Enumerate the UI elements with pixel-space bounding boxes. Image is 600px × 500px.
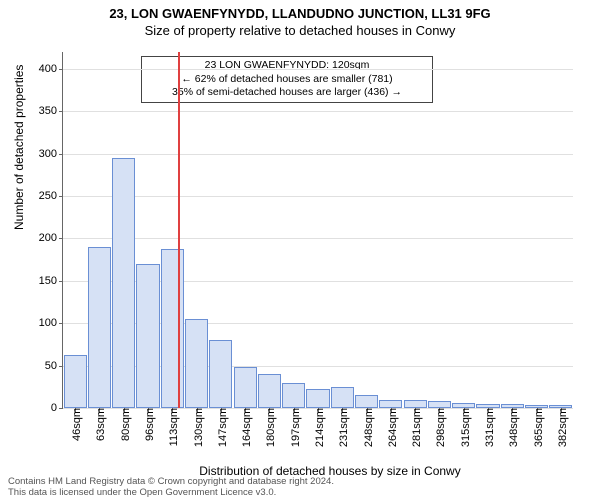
histogram-bar	[209, 340, 232, 408]
info-line-3: 35% of semi-detached houses are larger (…	[148, 86, 426, 100]
info-annotation-box: 23 LON GWAENFYNYDD: 120sqm ← 62% of deta…	[141, 56, 433, 103]
y-tick-label: 250	[39, 190, 63, 202]
histogram-bar	[161, 249, 184, 408]
histogram-bar	[282, 383, 305, 408]
grid-line	[63, 154, 573, 155]
x-tick-label: 331sqm	[480, 408, 496, 447]
grid-line	[63, 238, 573, 239]
chart-container: 23, LON GWAENFYNYDD, LLANDUDNO JUNCTION,…	[0, 0, 600, 500]
x-tick-label: 180sqm	[261, 408, 277, 447]
y-axis-label: Number of detached properties	[12, 65, 26, 230]
histogram-bar	[258, 374, 281, 408]
y-tick-label: 200	[39, 232, 63, 244]
x-tick-label: 348sqm	[504, 408, 520, 447]
histogram-bar	[428, 401, 451, 408]
x-tick-label: 197sqm	[286, 408, 302, 447]
grid-line	[63, 69, 573, 70]
x-tick-label: 80sqm	[116, 408, 132, 441]
chart-title: 23, LON GWAENFYNYDD, LLANDUDNO JUNCTION,…	[0, 0, 600, 21]
x-tick-label: 46sqm	[67, 408, 83, 441]
histogram-bar	[331, 387, 354, 408]
info-line-2: ← 62% of detached houses are smaller (78…	[148, 73, 426, 87]
y-tick-label: 300	[39, 148, 63, 160]
y-tick-label: 0	[51, 402, 63, 414]
histogram-bar	[355, 395, 378, 408]
grid-line	[63, 111, 573, 112]
plot-area: 23 LON GWAENFYNYDD: 120sqm ← 62% of deta…	[62, 52, 573, 409]
histogram-bar	[234, 367, 257, 408]
grid-line	[63, 196, 573, 197]
x-tick-label: 382sqm	[553, 408, 569, 447]
x-tick-label: 214sqm	[310, 408, 326, 447]
y-tick-label: 350	[39, 105, 63, 117]
info-line-1: 23 LON GWAENFYNYDD: 120sqm	[148, 59, 426, 73]
x-tick-label: 231sqm	[334, 408, 350, 447]
histogram-bar	[136, 264, 159, 408]
x-tick-label: 164sqm	[237, 408, 253, 447]
x-tick-label: 298sqm	[431, 408, 447, 447]
y-tick-label: 400	[39, 63, 63, 75]
x-tick-label: 315sqm	[456, 408, 472, 447]
histogram-bar	[306, 389, 329, 408]
y-tick-label: 50	[45, 360, 63, 372]
histogram-bar	[185, 319, 208, 408]
histogram-bar	[88, 247, 111, 408]
footer-line-2: This data is licensed under the Open Gov…	[8, 488, 334, 498]
x-tick-label: 130sqm	[189, 408, 205, 447]
footer-attribution: Contains HM Land Registry data © Crown c…	[8, 477, 334, 498]
histogram-bar	[112, 158, 135, 408]
x-tick-label: 113sqm	[164, 408, 180, 446]
x-tick-label: 248sqm	[359, 408, 375, 447]
reference-line	[178, 52, 180, 408]
y-tick-label: 150	[39, 275, 63, 287]
x-tick-label: 264sqm	[383, 408, 399, 447]
histogram-bar	[379, 400, 402, 408]
histogram-bar	[404, 400, 427, 408]
x-tick-label: 63sqm	[91, 408, 107, 441]
histogram-bar	[64, 355, 87, 408]
footer-line-1: Contains HM Land Registry data © Crown c…	[8, 477, 334, 487]
chart-subtitle: Size of property relative to detached ho…	[0, 21, 600, 38]
x-tick-label: 365sqm	[529, 408, 545, 447]
x-tick-label: 96sqm	[140, 408, 156, 441]
y-tick-label: 100	[39, 317, 63, 329]
x-tick-label: 281sqm	[407, 408, 423, 447]
x-tick-label: 147sqm	[213, 408, 229, 447]
